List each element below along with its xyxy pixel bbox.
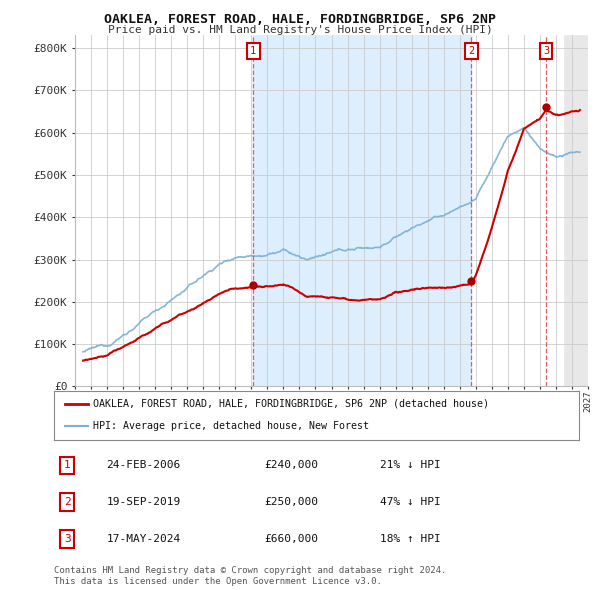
Text: OAKLEA, FOREST ROAD, HALE, FORDINGBRIDGE, SP6 2NP (detached house): OAKLEA, FOREST ROAD, HALE, FORDINGBRIDGE… [94,399,490,409]
Text: OAKLEA, FOREST ROAD, HALE, FORDINGBRIDGE, SP6 2NP: OAKLEA, FOREST ROAD, HALE, FORDINGBRIDGE… [104,13,496,26]
Text: 24-FEB-2006: 24-FEB-2006 [107,460,181,470]
Bar [564,35,596,386]
Text: 1: 1 [64,460,71,470]
Text: 19-SEP-2019: 19-SEP-2019 [107,497,181,507]
Text: 47% ↓ HPI: 47% ↓ HPI [380,497,440,507]
Text: £250,000: £250,000 [264,497,318,507]
Text: 21% ↓ HPI: 21% ↓ HPI [380,460,440,470]
Text: 1: 1 [250,46,256,56]
Text: Price paid vs. HM Land Registry's House Price Index (HPI): Price paid vs. HM Land Registry's House … [107,25,493,35]
Text: 2: 2 [468,46,475,56]
Text: £660,000: £660,000 [264,534,318,544]
Text: 3: 3 [543,46,549,56]
Bar [253,35,471,386]
Text: 3: 3 [64,534,71,544]
Text: 2: 2 [64,497,71,507]
Text: £240,000: £240,000 [264,460,318,470]
Text: 18% ↑ HPI: 18% ↑ HPI [380,534,440,544]
Text: HPI: Average price, detached house, New Forest: HPI: Average price, detached house, New … [94,421,370,431]
Text: This data is licensed under the Open Government Licence v3.0.: This data is licensed under the Open Gov… [54,577,382,586]
Text: 17-MAY-2024: 17-MAY-2024 [107,534,181,544]
Text: Contains HM Land Registry data © Crown copyright and database right 2024.: Contains HM Land Registry data © Crown c… [54,566,446,575]
